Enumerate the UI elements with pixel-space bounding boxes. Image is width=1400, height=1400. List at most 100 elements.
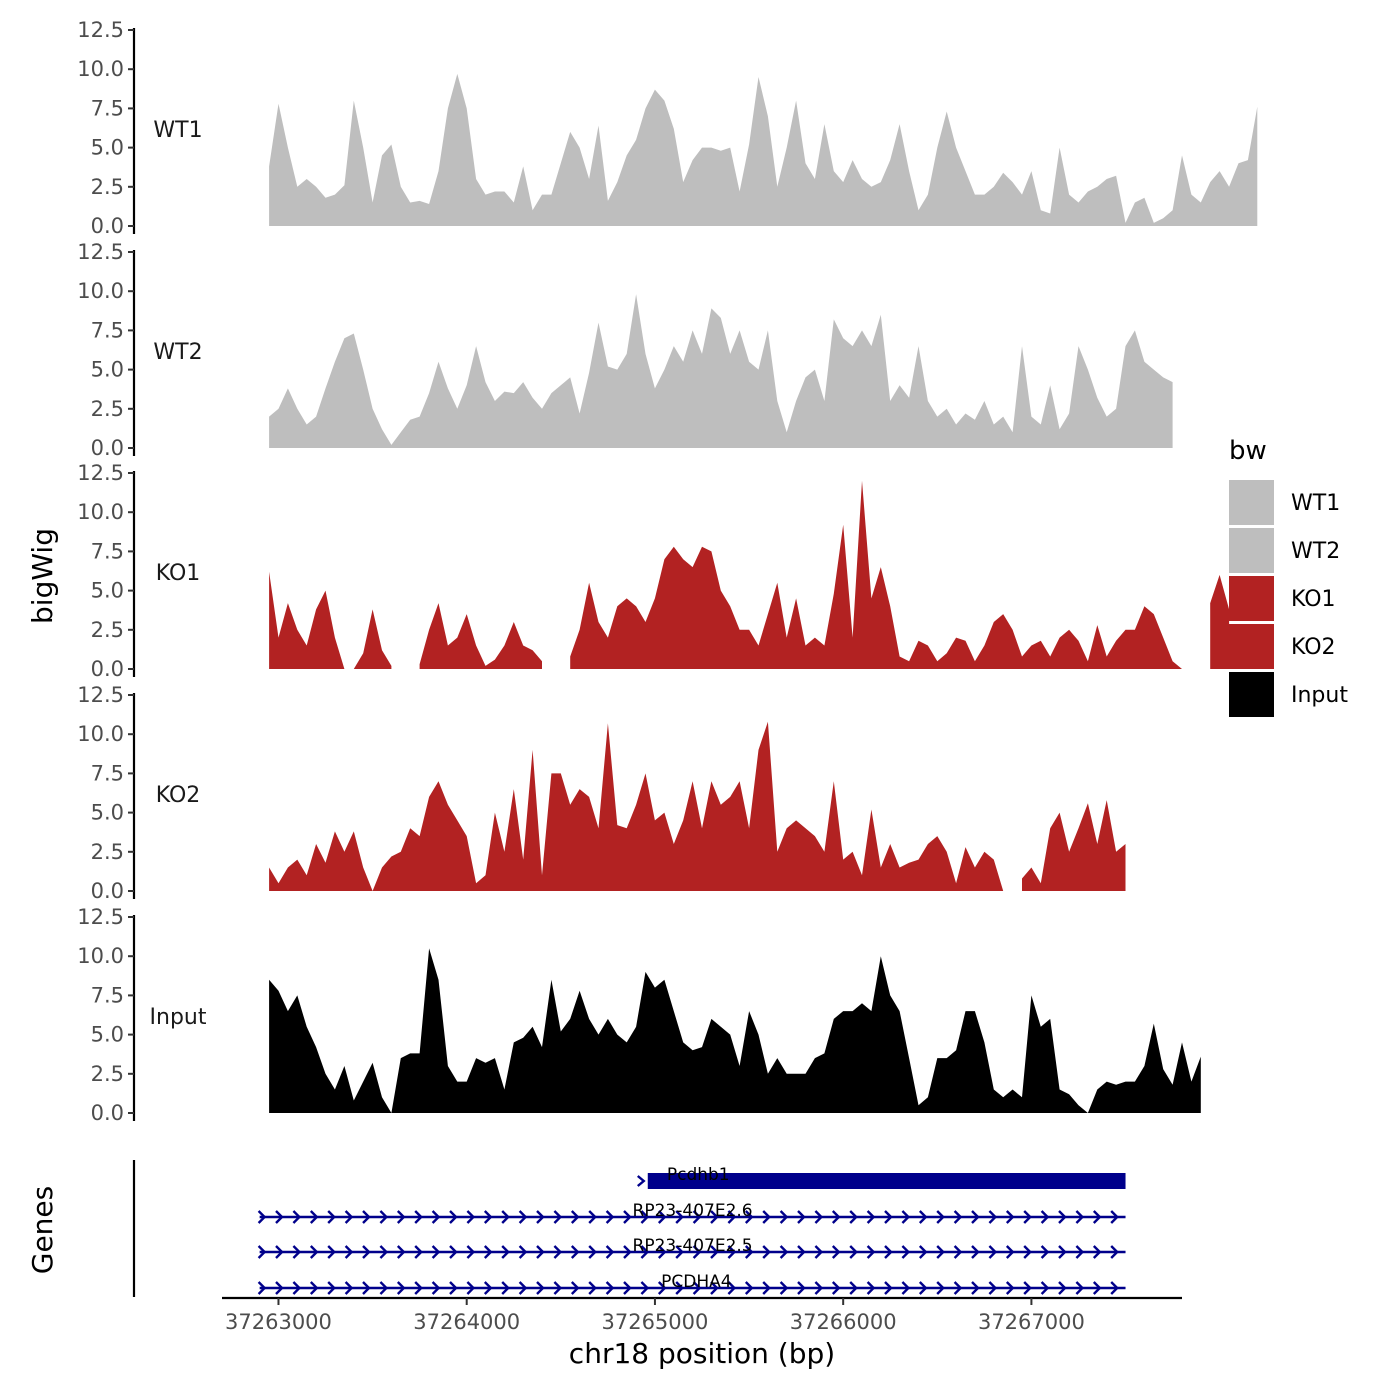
strand-chevron xyxy=(518,1281,528,1295)
strand-chevron xyxy=(570,1281,580,1295)
strand-chevron xyxy=(884,1281,893,1295)
strand-chevron xyxy=(275,1245,284,1259)
strand-chevron xyxy=(275,1210,284,1224)
strand-chevron xyxy=(1023,1210,1032,1224)
legend-title: bw xyxy=(1229,436,1267,466)
y-tick-label: 2.5 xyxy=(91,618,124,642)
strand-chevron xyxy=(918,1245,928,1259)
strand-chevron xyxy=(953,1281,963,1295)
legend-label-wt2: WT2 xyxy=(1291,539,1340,564)
track-label-wt1: WT1 xyxy=(153,118,202,143)
legend-swatch-input xyxy=(1229,672,1274,717)
y-tick-label: 2.5 xyxy=(91,175,124,199)
strand-chevron xyxy=(744,1210,754,1224)
strand-chevron xyxy=(692,1281,702,1295)
strand-chevron xyxy=(257,1210,267,1224)
strand-chevron xyxy=(623,1281,632,1295)
y-tick-label: 2.5 xyxy=(91,840,124,864)
strand-chevron xyxy=(988,1210,998,1224)
strand-chevron xyxy=(831,1210,841,1224)
strand-chevron xyxy=(483,1245,493,1259)
strand-chevron xyxy=(536,1245,545,1259)
strand-chevron xyxy=(570,1245,580,1259)
area-ko1 xyxy=(570,480,1182,669)
strand-chevron xyxy=(257,1245,267,1259)
strand-chevron xyxy=(727,1210,737,1224)
strand-chevron xyxy=(257,1281,267,1295)
strand-chevron xyxy=(292,1245,302,1259)
y-tick-label: 7.5 xyxy=(91,539,124,563)
gene-label: PCDHA4 xyxy=(661,1272,731,1292)
strand-chevron xyxy=(779,1281,789,1295)
strand-chevron xyxy=(449,1281,458,1295)
y-tick-label: 12.5 xyxy=(77,461,124,485)
y-tick-label: 5.0 xyxy=(91,579,124,603)
strand-chevron xyxy=(918,1210,928,1224)
strand-chevron xyxy=(1075,1210,1085,1224)
strand-chevron xyxy=(483,1210,493,1224)
strand-chevron xyxy=(292,1210,302,1224)
area-ko1 xyxy=(1210,574,1230,669)
strand-chevron xyxy=(831,1245,841,1259)
strand-chevron xyxy=(275,1281,284,1295)
strand-chevron xyxy=(831,1281,841,1295)
y-tick-label: 5.0 xyxy=(91,801,124,825)
strand-chevron xyxy=(849,1210,858,1224)
track-label-ko1: KO1 xyxy=(156,561,201,586)
strand-chevron xyxy=(744,1281,754,1295)
strand-chevron xyxy=(1058,1210,1067,1224)
track-label-input: Input xyxy=(150,1005,207,1030)
strand-chevron xyxy=(1110,1245,1119,1259)
strand-chevron xyxy=(449,1245,458,1259)
strand-chevron xyxy=(901,1281,911,1295)
strand-chevron xyxy=(988,1245,998,1259)
strand-chevron xyxy=(1040,1281,1050,1295)
strand-chevron xyxy=(518,1210,528,1224)
strand-chevron xyxy=(431,1210,441,1224)
strand-chevron xyxy=(623,1210,632,1224)
strand-chevron xyxy=(588,1281,597,1295)
strand-chevron xyxy=(849,1281,858,1295)
track-label-ko2: KO2 xyxy=(156,783,201,808)
x-tick-label: 37264000 xyxy=(413,1310,520,1334)
strand-chevron xyxy=(414,1281,423,1295)
y-tick-label: 2.5 xyxy=(91,1062,124,1086)
strand-chevron xyxy=(884,1210,893,1224)
strand-chevron xyxy=(936,1210,945,1224)
x-axis-title: chr18 position (bp) xyxy=(569,1337,835,1370)
strand-chevron xyxy=(553,1245,563,1259)
gene-label: RP23-407E2.5 xyxy=(633,1236,753,1256)
strand-chevron xyxy=(344,1245,354,1259)
legend-label-wt1: WT1 xyxy=(1291,491,1340,516)
strand-chevron xyxy=(1023,1281,1032,1295)
legend: bw WT1 WT2 KO1 KO2 Input xyxy=(1229,436,1348,717)
strand-chevron xyxy=(1075,1245,1085,1259)
strand-chevron xyxy=(692,1245,702,1259)
y-tick-label: 12.5 xyxy=(77,683,124,707)
area-wt1 xyxy=(269,73,1258,227)
strand-chevron xyxy=(362,1281,371,1295)
strand-chevron xyxy=(501,1210,510,1224)
strand-chevron xyxy=(779,1210,789,1224)
strand-chevron xyxy=(1058,1281,1067,1295)
strand-chevron xyxy=(518,1245,528,1259)
y-tick-label: 0.0 xyxy=(91,214,124,238)
genes-panel: Pcdhb1 RP23-407E2.6 RP23-407E2.5 PCDHA4 xyxy=(132,1160,1126,1297)
genes-axis-title: Genes xyxy=(26,1186,59,1274)
x-tick-label: 37266000 xyxy=(790,1310,897,1334)
strand-chevron xyxy=(710,1281,719,1295)
tracks-group: 0.0 2.5 5.0 7.5 10.0 12.5 WT1 0.0 2.5 5.0 7.5 10.0 1… xyxy=(77,18,1258,1125)
strand-chevron xyxy=(362,1245,371,1259)
strand-chevron xyxy=(901,1245,911,1259)
strand-chevron xyxy=(814,1245,824,1259)
track-wt1: 0.0 2.5 5.0 7.5 10.0 12.5 WT1 xyxy=(77,18,1258,238)
strand-chevron xyxy=(971,1210,980,1224)
strand-chevron xyxy=(570,1210,580,1224)
track-wt2: 0.0 2.5 5.0 7.5 10.0 12.5 WT2 xyxy=(77,240,1173,460)
strand-chevron xyxy=(1058,1245,1067,1259)
strand-chevron xyxy=(1110,1281,1119,1295)
gene-rp23-407e2-5: RP23-407E2.5 xyxy=(257,1236,1126,1259)
strand-chevron xyxy=(657,1210,667,1224)
strand-chevron xyxy=(884,1245,893,1259)
